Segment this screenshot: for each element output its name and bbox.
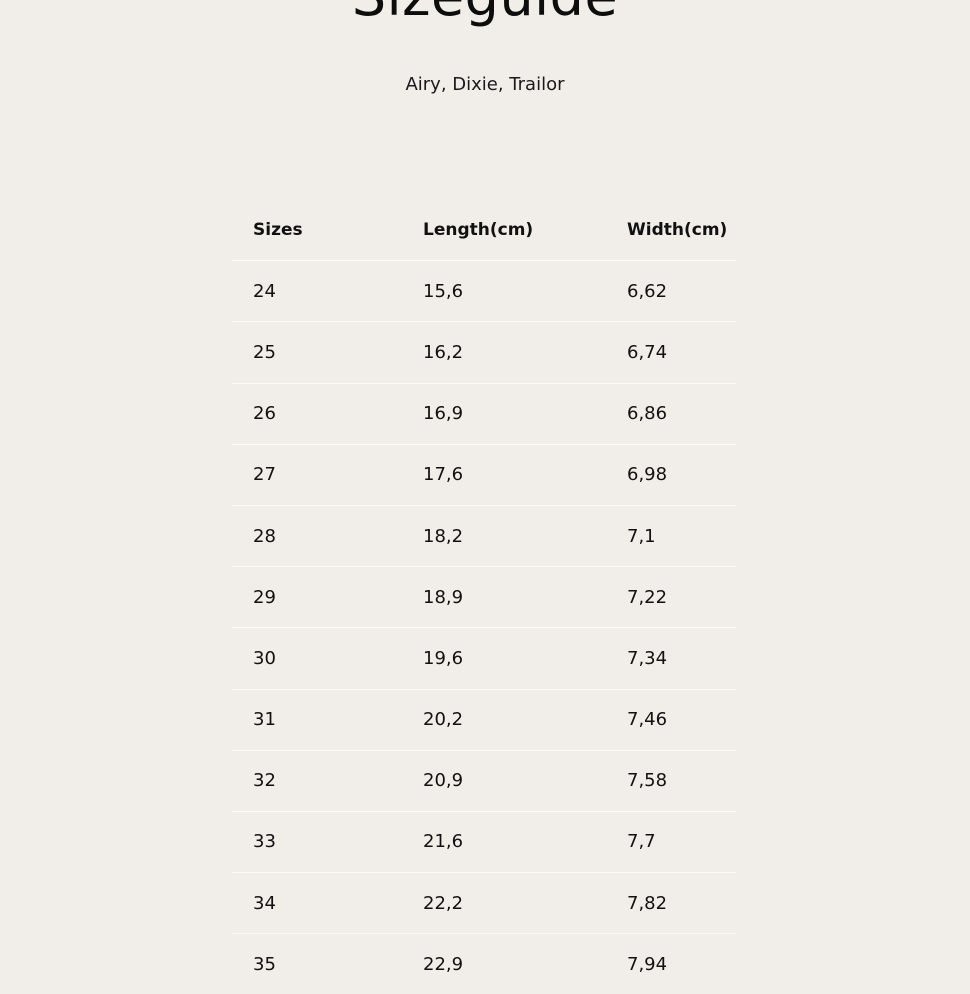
table-header-row: Sizes Length(cm) Width(cm) [232, 200, 736, 260]
length-cell: 22,2 [423, 892, 464, 914]
size-cell: 25 [253, 341, 276, 363]
table-row: 33 21,6 7,7 [232, 810, 736, 872]
size-cell: 33 [253, 831, 276, 853]
width-cell: 6,98 [627, 464, 668, 486]
table-row: 25 16,2 6,74 [232, 321, 736, 382]
length-cell: 22,9 [423, 953, 464, 975]
width-cell: 7,58 [627, 770, 668, 792]
table-row: 32 20,9 7,58 [232, 749, 736, 811]
table-row: 35 22,9 7,94 [232, 933, 736, 994]
size-cell: 26 [253, 403, 276, 425]
length-cell: 18,2 [423, 525, 464, 547]
width-cell: 7,34 [627, 647, 668, 669]
size-cell: 34 [253, 892, 276, 914]
table-row: 34 22,2 7,82 [232, 872, 736, 933]
length-cell: 16,2 [423, 341, 464, 363]
width-cell: 7,94 [627, 953, 668, 975]
table-row: 26 16,9 6,86 [232, 382, 736, 444]
size-cell: 28 [253, 525, 276, 547]
width-cell: 6,74 [627, 341, 668, 363]
table-row: 31 20,2 7,46 [232, 688, 736, 750]
page-title: Sizeguide [0, 0, 970, 32]
size-cell: 31 [253, 709, 276, 731]
size-cell: 30 [253, 647, 276, 669]
width-cell: 6,62 [627, 280, 668, 302]
width-cell: 7,7 [627, 831, 656, 853]
size-cell: 24 [253, 280, 276, 302]
size-cell: 27 [253, 464, 276, 486]
column-header-width: Width(cm) [627, 220, 728, 241]
width-cell: 7,46 [627, 709, 668, 731]
length-cell: 15,6 [423, 280, 464, 302]
table-row: 28 18,2 7,1 [232, 504, 736, 566]
width-cell: 7,22 [627, 586, 668, 608]
table-row: 29 18,9 7,22 [232, 566, 736, 627]
table-row: 30 19,6 7,34 [232, 627, 736, 688]
size-table: Sizes Length(cm) Width(cm) 24 15,6 6,62 25 1… [232, 200, 736, 994]
page-subtitle: Airy, Dixie, Trailor [405, 74, 565, 95]
width-cell: 7,82 [627, 892, 668, 914]
width-cell: 7,1 [627, 525, 656, 547]
length-cell: 19,6 [423, 647, 464, 669]
column-header-sizes: Sizes [253, 220, 303, 241]
size-cell: 29 [253, 586, 276, 608]
size-cell: 35 [253, 953, 276, 975]
table-row: 24 15,6 6,62 [232, 260, 736, 321]
length-cell: 21,6 [423, 831, 464, 853]
width-cell: 6,86 [627, 403, 668, 425]
length-cell: 20,9 [423, 770, 464, 792]
length-cell: 18,9 [423, 586, 464, 608]
length-cell: 16,9 [423, 403, 464, 425]
size-cell: 32 [253, 770, 276, 792]
length-cell: 17,6 [423, 464, 464, 486]
length-cell: 20,2 [423, 709, 464, 731]
table-row: 27 17,6 6,98 [232, 443, 736, 505]
column-header-length: Length(cm) [423, 220, 534, 241]
